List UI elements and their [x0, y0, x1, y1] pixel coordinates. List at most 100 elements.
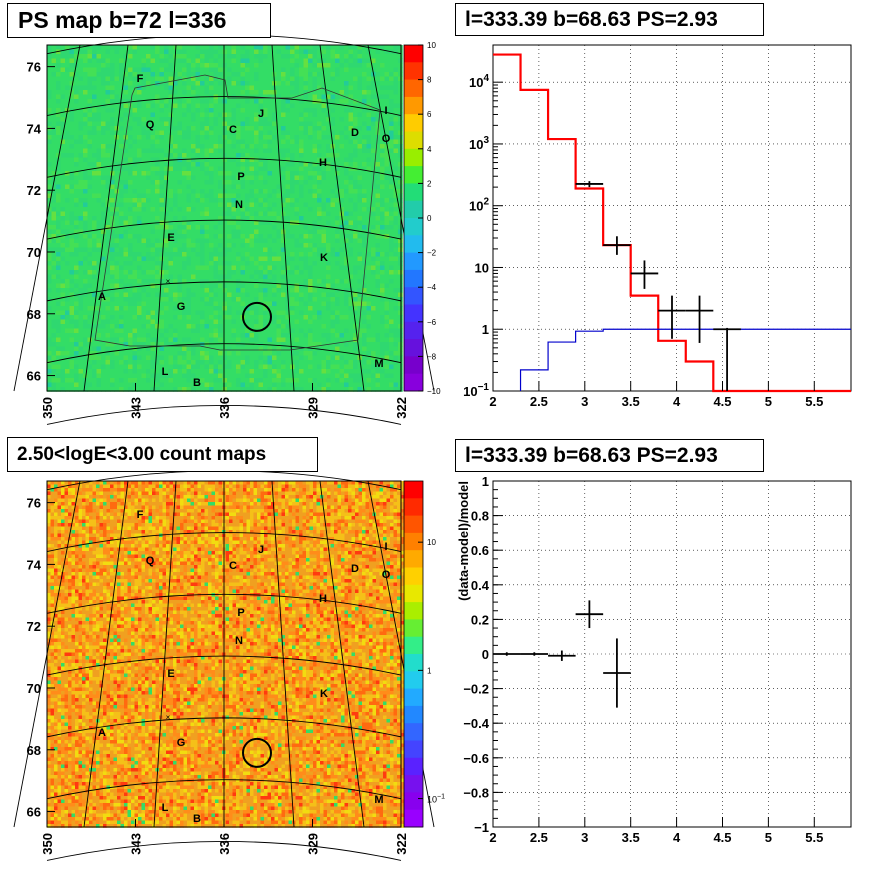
- source-label-f: F: [137, 73, 144, 85]
- source-label-l: L: [162, 366, 169, 378]
- count_map-meridian: [83, 480, 129, 828]
- ps_map-xtick-label: 322: [394, 397, 409, 419]
- cross-marker: ×: [166, 277, 171, 286]
- source-label-e: E: [167, 668, 174, 680]
- count_map-ytick-label: 72: [27, 619, 41, 634]
- spectrum-ytick-label: 103: [469, 135, 489, 152]
- ps_map-xtick-label: 343: [129, 397, 144, 419]
- ps_map-ytick-label: 72: [27, 183, 41, 198]
- source-label-q: Q: [146, 555, 155, 567]
- residual-xtick-label: 2: [489, 830, 496, 845]
- source-label-a: A: [98, 291, 106, 303]
- source-label-g: G: [177, 737, 186, 749]
- source-label-o: O: [382, 133, 391, 145]
- spectrum-ytick-label: 10: [475, 260, 489, 275]
- count_map-heat-cells: [47, 481, 405, 828]
- spectrum-panel: 10−1 1 10 102 103 104 2 2.5 3 3.5 4 4.5 5 5.5 l=333.3…: [448, 0, 896, 436]
- count_map-colorbar-frame: [403, 480, 424, 828]
- source-label-n: N: [235, 635, 243, 647]
- residual-title: l=333.39 b=68.63 PS=2.93: [455, 439, 764, 472]
- spectrum-xtick-label: 4: [673, 394, 681, 409]
- ps_map-colorbar-label: 6: [427, 110, 432, 119]
- count_map-ytick-label: 66: [27, 805, 41, 820]
- source-label-n: N: [235, 199, 243, 211]
- spectrum-xtick-label: 2.5: [530, 394, 548, 409]
- source-label-j: J: [258, 544, 264, 556]
- spectrum-ytick-label: 102: [469, 197, 489, 214]
- count_map-ytick-label: 74: [27, 557, 42, 572]
- source-label-m: M: [374, 358, 383, 370]
- ps_map-xtick-label: 329: [306, 397, 321, 419]
- ps_map-meridian: [271, 44, 295, 392]
- spectrum-xtick-label: 3: [581, 394, 588, 409]
- ps_map-colorbar-label: −10: [427, 387, 441, 396]
- spectrum-xtick-label: 4.5: [713, 394, 731, 409]
- source-label-p: P: [237, 607, 244, 619]
- source-label-q: Q: [146, 119, 155, 131]
- source-label-g: G: [177, 301, 186, 313]
- ps-map-title: PS map b=72 l=336: [7, 3, 271, 38]
- ps_map-colorbar-label: 8: [427, 76, 432, 85]
- cross-marker: ×: [166, 713, 171, 722]
- residual-xtick-label: 5: [765, 830, 772, 845]
- spectrum-title: l=333.39 b=68.63 PS=2.93: [455, 3, 764, 36]
- residual-xtick-label: 3.5: [622, 830, 640, 845]
- source-label-f: F: [137, 509, 144, 521]
- ps_map-xtick-label: 336: [217, 397, 232, 419]
- ps_map-ytick-label: 66: [27, 369, 41, 384]
- ps_map-colorbar-label: 2: [427, 179, 432, 188]
- ps_map-colorbar-label: 10: [427, 41, 436, 50]
- ps_map-meridian: [319, 44, 365, 392]
- residual-xtick-label: 2.5: [530, 830, 548, 845]
- residual-ytick-label: 0.8: [471, 509, 489, 524]
- count_map-xtick-label: 343: [129, 833, 144, 855]
- ps_map-colorbar: [404, 45, 423, 392]
- source-circle: [241, 301, 272, 332]
- count_map-parallel: [46, 841, 402, 861]
- spectrum-ytick-label: 1: [482, 322, 489, 337]
- spectrum-xtick-label: 5.5: [805, 394, 823, 409]
- ps_map-colorbar-label: −4: [427, 283, 437, 292]
- count_map-ytick-label: 68: [27, 743, 41, 758]
- source-label-h: H: [319, 157, 327, 169]
- spectrum-ytick-label: 104: [469, 73, 489, 90]
- source-label-a: A: [98, 727, 106, 739]
- count_map-colorbar-label: 1: [427, 666, 432, 675]
- residual-ytick-label: −0.6: [463, 751, 489, 766]
- residual-ytick-label: 0.4: [471, 578, 490, 593]
- residual-ytick-label: −0.2: [463, 682, 489, 697]
- source-label-b: B: [193, 813, 201, 825]
- count_map-meridian: [319, 480, 365, 828]
- count_map-colorbar-label: 10: [427, 538, 436, 547]
- ps_map-xtick-label: 350: [40, 397, 55, 419]
- count_map-ytick-label: 70: [27, 681, 41, 696]
- count_map-xtick-label: 329: [306, 833, 321, 855]
- residual-ytick-label: −0.8: [463, 785, 489, 800]
- residual-ytick-label: −1: [474, 820, 489, 835]
- source-label-l: L: [162, 802, 169, 814]
- source-label-c: C: [229, 124, 237, 136]
- source-label-h: H: [319, 593, 327, 605]
- residual-ytick-label: 0.2: [471, 612, 489, 627]
- spectrum-frame: [492, 44, 852, 392]
- spectrum-plot: 10−1 1 10 102 103 104 2 2.5 3 3.5 4 4.5 5 5.5: [463, 44, 852, 409]
- ps_map-meridian: [153, 44, 177, 392]
- ps_map-colorbar-label: 0: [427, 214, 432, 223]
- source-label-e: E: [167, 232, 174, 244]
- residual-ytick-label: 0: [482, 647, 489, 662]
- spectrum-xtick-label: 2: [489, 394, 496, 409]
- residual-xtick-label: 5.5: [805, 830, 823, 845]
- count_map-xtick-label: 350: [40, 833, 55, 855]
- count_map-colorbar: [404, 481, 423, 828]
- spectrum-xtick-label: 3.5: [622, 394, 640, 409]
- ps_map-colorbar-label: −6: [427, 318, 437, 327]
- ps_map-parallel: [46, 405, 402, 425]
- ps_map-ytick-label: 76: [27, 60, 41, 75]
- source-label-d: D: [351, 127, 359, 139]
- spectrum-xtick-label: 5: [765, 394, 772, 409]
- source-label-k: K: [320, 252, 328, 264]
- count_map-colorbar-label: 10−1: [427, 794, 445, 805]
- source-label-o: O: [382, 569, 391, 581]
- source-label-c: C: [229, 560, 237, 572]
